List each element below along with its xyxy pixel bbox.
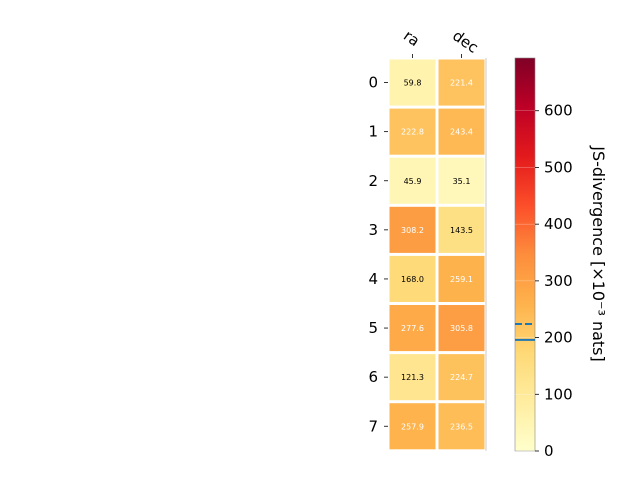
colorbar-tick-label: 600 <box>544 102 573 120</box>
heatmap-cell-4-ra <box>389 255 436 302</box>
heatmap-cell-6-ra <box>389 354 436 401</box>
heatmap-cell-2-ra <box>389 157 436 204</box>
heatmap-cell-3-dec <box>438 206 485 253</box>
heatmap-cell-1-ra <box>389 108 436 155</box>
heatmap-cell-label: 143.5 <box>450 226 473 235</box>
heatmap-cell-7-dec <box>438 403 485 450</box>
heatmap-cell-label: 222.8 <box>401 128 424 137</box>
colorbar-label: JS-divergence [×10⁻³ nats] <box>589 145 608 361</box>
heatmap-cell-label: 308.2 <box>401 226 424 235</box>
column-label-dec: dec <box>449 27 481 57</box>
heatmap-cell-label: 121.3 <box>401 373 424 382</box>
row-label-4: 4 <box>368 270 378 288</box>
colorbar-tick-label: 0 <box>544 442 554 460</box>
colorbar-tick-label: 300 <box>544 272 573 290</box>
colorbar-ticks: 0 100 200 300 400 500 600 <box>515 102 573 460</box>
heatmap-cell-3-ra <box>389 206 436 253</box>
heatmap-cell-0-ra <box>389 59 436 106</box>
heatmap-cells: 59.8 221.4 222.8 243.4 45.9 35.1 308.2 143.5 168… <box>389 59 485 450</box>
column-label-ra: ra <box>400 27 423 51</box>
heatmap-cell-label: 168.0 <box>401 275 424 284</box>
colorbar-tick-label: 400 <box>544 215 573 233</box>
heatmap-cell-label: 243.4 <box>450 128 473 137</box>
colorbar-markers <box>515 322 535 341</box>
heatmap-cell-0-dec <box>438 59 485 106</box>
heatmap-cell-label: 35.1 <box>453 177 471 186</box>
row-label-7: 7 <box>368 417 378 435</box>
heatmap-cell-label: 257.9 <box>401 422 424 431</box>
row-label-0: 0 <box>368 74 378 92</box>
heatmap-cell-5-dec <box>438 305 485 352</box>
heatmap-cell-label: 59.8 <box>404 79 422 88</box>
row-label-5: 5 <box>368 319 378 337</box>
colorbar-tick-label: 200 <box>544 329 573 347</box>
row-label-2: 2 <box>368 172 378 190</box>
row-label-6: 6 <box>368 368 378 386</box>
heatmap-cell-5-ra <box>389 305 436 352</box>
heatmap-cell-4-dec <box>438 255 485 302</box>
heatmap-cell-7-ra <box>389 403 436 450</box>
row-label-3: 3 <box>368 221 378 239</box>
heatmap-cell-label: 236.5 <box>450 422 473 431</box>
colorbar: 0 100 200 300 400 500 600 JS-divergence [×10⁻³… <box>514 57 608 460</box>
heatmap-cell-label: 305.8 <box>450 324 473 333</box>
colorbar-tick-label: 100 <box>544 385 573 403</box>
heatmap-cell-1-dec <box>438 108 485 155</box>
heatmap-cell-2-dec <box>438 157 485 204</box>
colorbar-gradient <box>514 57 536 452</box>
heatmap-cell-label: 224.7 <box>450 373 473 382</box>
row-label-1: 1 <box>368 123 378 141</box>
heatmap-cell-6-dec <box>438 354 485 401</box>
heatmap-cell-label: 45.9 <box>404 177 422 186</box>
heatmap-cell-label: 259.1 <box>450 275 473 284</box>
heatmap-cell-label: 277.6 <box>401 324 424 333</box>
heatmap-cell-label: 221.4 <box>450 79 473 88</box>
colorbar-tick-label: 500 <box>544 158 573 176</box>
